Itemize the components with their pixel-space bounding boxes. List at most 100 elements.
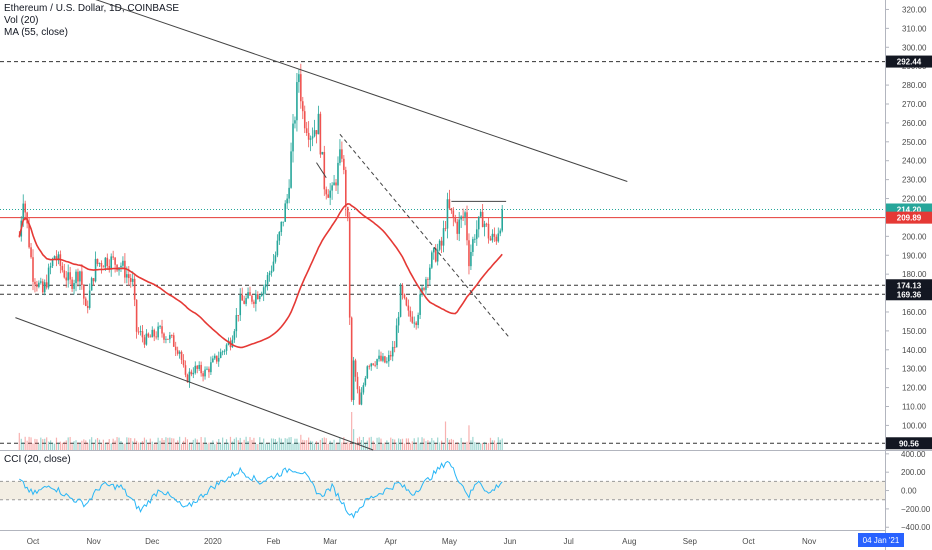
volume-bar [104, 443, 106, 450]
candle-body [495, 236, 498, 242]
volume-bar [304, 440, 306, 450]
price-label-text: 169.36 [897, 290, 922, 299]
candle-body [493, 233, 496, 237]
volume-bar [298, 442, 300, 450]
candle-body [51, 258, 54, 267]
candle-body [43, 282, 46, 293]
volume-bar [128, 437, 130, 450]
candle-body [274, 255, 277, 262]
candle-body [481, 211, 484, 228]
y-tick-label: 190.00 [902, 251, 927, 260]
candle-body [335, 182, 337, 186]
volume-bar [396, 442, 398, 450]
volume-bar [202, 442, 204, 450]
volume-bar [440, 440, 443, 450]
candle-body [126, 274, 128, 278]
candle-body [415, 322, 417, 326]
candle-body [452, 210, 455, 218]
candle-body [253, 301, 255, 304]
candle-body [325, 189, 328, 195]
volume-bar [339, 438, 341, 450]
candle-body [468, 240, 470, 267]
candle-body [186, 374, 189, 383]
volume-bar [274, 439, 277, 450]
volume-bar [196, 439, 198, 450]
candle-body [26, 212, 28, 224]
volume-bar [249, 437, 251, 450]
volume-bar [444, 421, 447, 450]
candle-body [182, 359, 185, 366]
x-tick-label: Oct [27, 537, 40, 546]
candle-body [438, 240, 441, 250]
volume-bar [38, 443, 40, 450]
candle-body [163, 333, 165, 340]
candle-body [149, 336, 152, 338]
candle-body [112, 256, 114, 258]
candle-body [139, 331, 142, 332]
volume-bar [480, 443, 482, 450]
candle-body [411, 316, 414, 323]
price-label-level: 90.56 [886, 437, 932, 450]
candle-body [378, 355, 380, 360]
volume-bar [137, 442, 140, 450]
x-tick-label: Oct [742, 537, 755, 546]
candle-body [184, 365, 187, 375]
candle-body [147, 333, 150, 337]
volume-bar [214, 444, 216, 450]
candle-body [345, 169, 347, 207]
volume-bar [315, 441, 318, 450]
candle-body [474, 238, 476, 240]
candle-body [53, 256, 56, 259]
volume-bar [206, 443, 208, 450]
volume-bar [91, 437, 93, 450]
candle-body [262, 287, 265, 295]
candle-body [397, 316, 400, 326]
candle-body [352, 360, 355, 400]
volume-bar [79, 443, 81, 450]
candle-body [258, 296, 261, 300]
candle-body [194, 365, 197, 373]
candle-body [307, 132, 310, 140]
candle-body [38, 282, 40, 287]
volume-bar [145, 439, 147, 450]
volume-bar [130, 438, 132, 450]
candle-body [171, 335, 173, 336]
time-axis-date-badge: 04 Jan '21 [858, 533, 904, 547]
volume-bar [421, 437, 423, 450]
candle-body [24, 203, 26, 213]
volume-bar [120, 441, 122, 450]
price-label-box [886, 288, 932, 301]
volume-bar [487, 442, 490, 450]
candle-body [233, 331, 236, 340]
trendline [95, 0, 628, 182]
volume-bar [55, 437, 58, 450]
candle-body [270, 270, 273, 273]
volume-bar [331, 443, 333, 450]
volume-bar [65, 440, 67, 450]
volume-bar [24, 436, 26, 450]
volume-bar [184, 437, 187, 450]
candle-body [243, 300, 245, 304]
volume-bar [310, 440, 312, 450]
candle-body [288, 187, 290, 199]
volume-bar [482, 442, 484, 450]
volume-bar [341, 442, 343, 450]
volume-bar [169, 437, 171, 450]
candle-body [57, 254, 60, 261]
candle-body [485, 223, 488, 225]
price-label-text: 292.44 [897, 58, 922, 67]
volume-bar [345, 443, 347, 450]
volume-bar [71, 444, 73, 450]
candle-body [298, 74, 300, 83]
candle-body [348, 218, 351, 318]
volume-bar [317, 444, 320, 450]
volume-bar [407, 438, 409, 450]
volume-bar [208, 442, 210, 450]
candle-body [221, 351, 224, 353]
volume-bar [468, 425, 470, 450]
volume-bar [306, 440, 308, 450]
volume-bar [83, 439, 85, 450]
x-tick-label: Sep [683, 537, 698, 546]
